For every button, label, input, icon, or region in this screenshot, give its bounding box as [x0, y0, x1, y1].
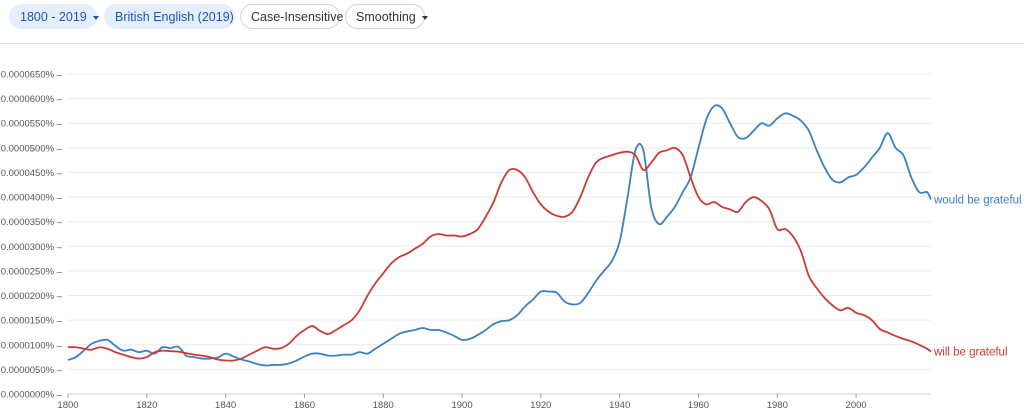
x-tick-label: 1820	[136, 400, 157, 411]
y-tick-label: 0.0000350% –	[1, 217, 63, 228]
corpus-label: British English (2019)	[115, 10, 234, 24]
x-tick-label: 1940	[609, 400, 630, 411]
y-tick-label: 0.0000250% –	[1, 266, 63, 277]
x-tick-label: 1860	[294, 400, 315, 411]
series-line-will-be-grateful[interactable]	[67, 146, 932, 362]
x-tick-label: 1960	[688, 400, 709, 411]
case-insensitive-label: Case-Insensitive	[251, 10, 344, 24]
smoothing-dropdown[interactable]: Smoothing	[345, 4, 428, 29]
y-tick-label: 0.0000650% –	[1, 70, 63, 81]
x-tick-label: 2000	[846, 400, 867, 411]
chevron-down-icon	[92, 15, 99, 20]
y-tick-label: 0.0000150% –	[1, 316, 63, 327]
corpus-dropdown[interactable]: British English (2019)	[104, 4, 246, 29]
x-tick-label: 1920	[530, 400, 551, 411]
filter-toolbar: 1800 - 2019 British English (2019) Case-…	[0, 0, 1024, 44]
x-tick-label: 1840	[215, 400, 236, 411]
chevron-down-icon	[421, 15, 428, 20]
x-tick-label: 1900	[451, 400, 472, 411]
series-label-would-be-grateful[interactable]: would be grateful	[933, 195, 1022, 207]
series-lines: would be grateful will be grateful	[67, 104, 1022, 367]
x-tick-label: 1880	[373, 400, 394, 411]
gridlines	[68, 73, 931, 395]
smoothing-label: Smoothing	[356, 10, 416, 24]
y-tick-label: 0.0000100% –	[1, 340, 63, 351]
y-tick-label: 0.0000200% –	[1, 291, 63, 302]
date-range-label: 1800 - 2019	[20, 10, 87, 24]
series-line-would-be-grateful[interactable]	[67, 104, 932, 367]
date-range-dropdown[interactable]: 1800 - 2019	[9, 4, 99, 29]
y-tick-label: 0.0000450% –	[1, 168, 63, 179]
y-axis: 0.0000000% – 0.0000050% – 0.0000100% – 0.00…	[1, 70, 63, 401]
y-tick-label: 0.0000000% –	[1, 390, 63, 401]
y-tick-label: 0.0000400% –	[1, 193, 63, 204]
series-label-will-be-grateful[interactable]: will be grateful	[933, 347, 1008, 359]
y-tick-label: 0.0000550% –	[1, 119, 63, 130]
x-tick-label: 1800	[57, 400, 78, 411]
y-tick-label: 0.0000050% –	[1, 365, 63, 376]
y-tick-label: 0.0000600% –	[1, 94, 63, 105]
x-axis: 1800 1820 1840 1860 1880 1900 1920 1940 1960 1980…	[57, 394, 867, 411]
y-tick-label: 0.0000300% –	[1, 242, 63, 253]
x-tick-label: 1980	[767, 400, 788, 411]
case-insensitive-toggle[interactable]: Case-Insensitive	[240, 4, 344, 29]
y-tick-label: 0.0000500% –	[1, 143, 63, 154]
